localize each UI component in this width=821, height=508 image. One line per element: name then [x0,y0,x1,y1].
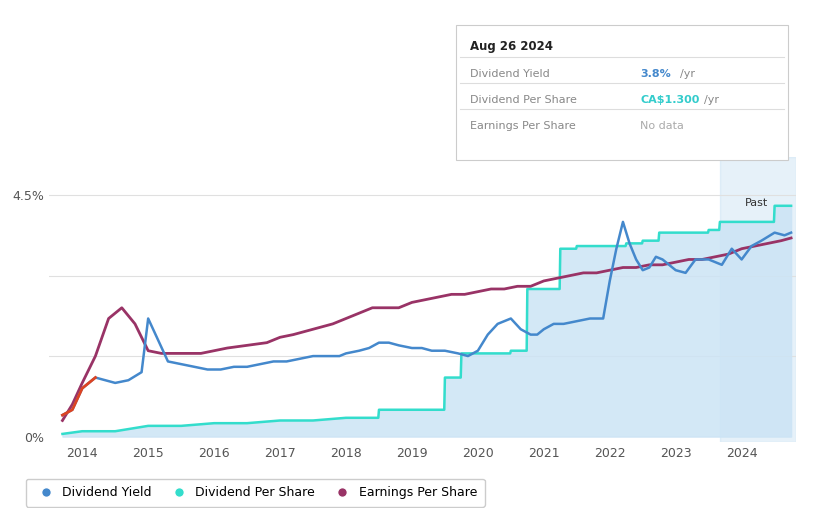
Legend: Dividend Yield, Dividend Per Share, Earnings Per Share: Dividend Yield, Dividend Per Share, Earn… [25,479,484,507]
Text: CA$1.300: CA$1.300 [640,94,699,105]
Text: /yr: /yr [704,94,719,105]
Text: Past: Past [745,198,768,208]
Text: Earnings Per Share: Earnings Per Share [470,120,576,131]
Text: Aug 26 2024: Aug 26 2024 [470,40,553,53]
Text: /yr: /yr [680,69,695,79]
Text: No data: No data [640,120,684,131]
Text: Dividend Yield: Dividend Yield [470,69,550,79]
Text: Dividend Per Share: Dividend Per Share [470,94,577,105]
Text: 3.8%: 3.8% [640,69,671,79]
Bar [720,157,796,442]
